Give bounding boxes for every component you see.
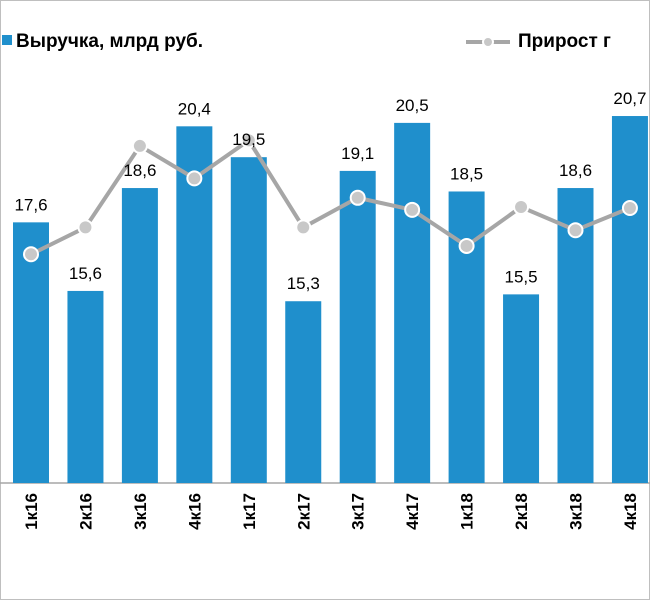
bar <box>121 188 158 483</box>
x-tick-label: 2к18 <box>512 493 531 530</box>
legend-label: Выручка, млрд руб. <box>16 31 203 52</box>
bar <box>13 222 49 483</box>
line-marker <box>186 170 203 187</box>
data-label: 20,5 <box>396 96 429 115</box>
data-label: 15,6 <box>69 264 102 283</box>
bar <box>503 294 540 483</box>
x-tick-label: 2к17 <box>294 493 313 530</box>
data-label: 20,7 <box>613 89 646 108</box>
legend-marker <box>482 36 494 48</box>
line-marker <box>513 199 530 216</box>
line-marker <box>567 222 584 239</box>
bar <box>611 116 648 483</box>
line-marker <box>23 246 39 263</box>
line-marker <box>349 189 366 206</box>
x-tick-label: 1к18 <box>458 493 477 530</box>
x-tick-label: 1к16 <box>22 493 41 530</box>
line-marker <box>77 219 94 236</box>
bar <box>339 170 376 484</box>
x-tick-label: 1к17 <box>240 493 259 530</box>
bar <box>394 122 431 483</box>
legend-label: Прирост г <box>518 31 611 52</box>
x-tick-label: 3к16 <box>131 493 150 530</box>
data-label: 18,6 <box>123 161 156 180</box>
bar <box>285 301 322 483</box>
line <box>30 137 631 257</box>
x-tick-label: 3к17 <box>349 493 368 530</box>
x-tick-label: 2к16 <box>76 493 95 530</box>
data-label: 19,5 <box>232 130 265 149</box>
x-tick-label: 4к16 <box>185 493 204 530</box>
data-label: 20,4 <box>178 99 211 118</box>
data-label: 15,3 <box>287 274 320 293</box>
x-tick-label: 3к18 <box>567 493 586 530</box>
bar <box>67 290 104 483</box>
data-label: 17,6 <box>14 195 47 214</box>
legend-swatch <box>2 35 12 45</box>
data-label: 18,6 <box>559 161 592 180</box>
line-marker <box>131 137 148 154</box>
line-marker <box>458 237 475 254</box>
line-marker <box>404 201 421 218</box>
data-label: 18,5 <box>450 164 483 183</box>
line-marker <box>295 219 312 236</box>
data-label: 15,5 <box>505 267 538 286</box>
bar <box>230 157 267 483</box>
x-tick-label: 4к17 <box>403 493 422 530</box>
line-marker <box>621 199 638 216</box>
x-tick-label: 4к18 <box>621 493 640 530</box>
line-marker <box>240 132 257 149</box>
data-label: 19,1 <box>341 144 374 163</box>
